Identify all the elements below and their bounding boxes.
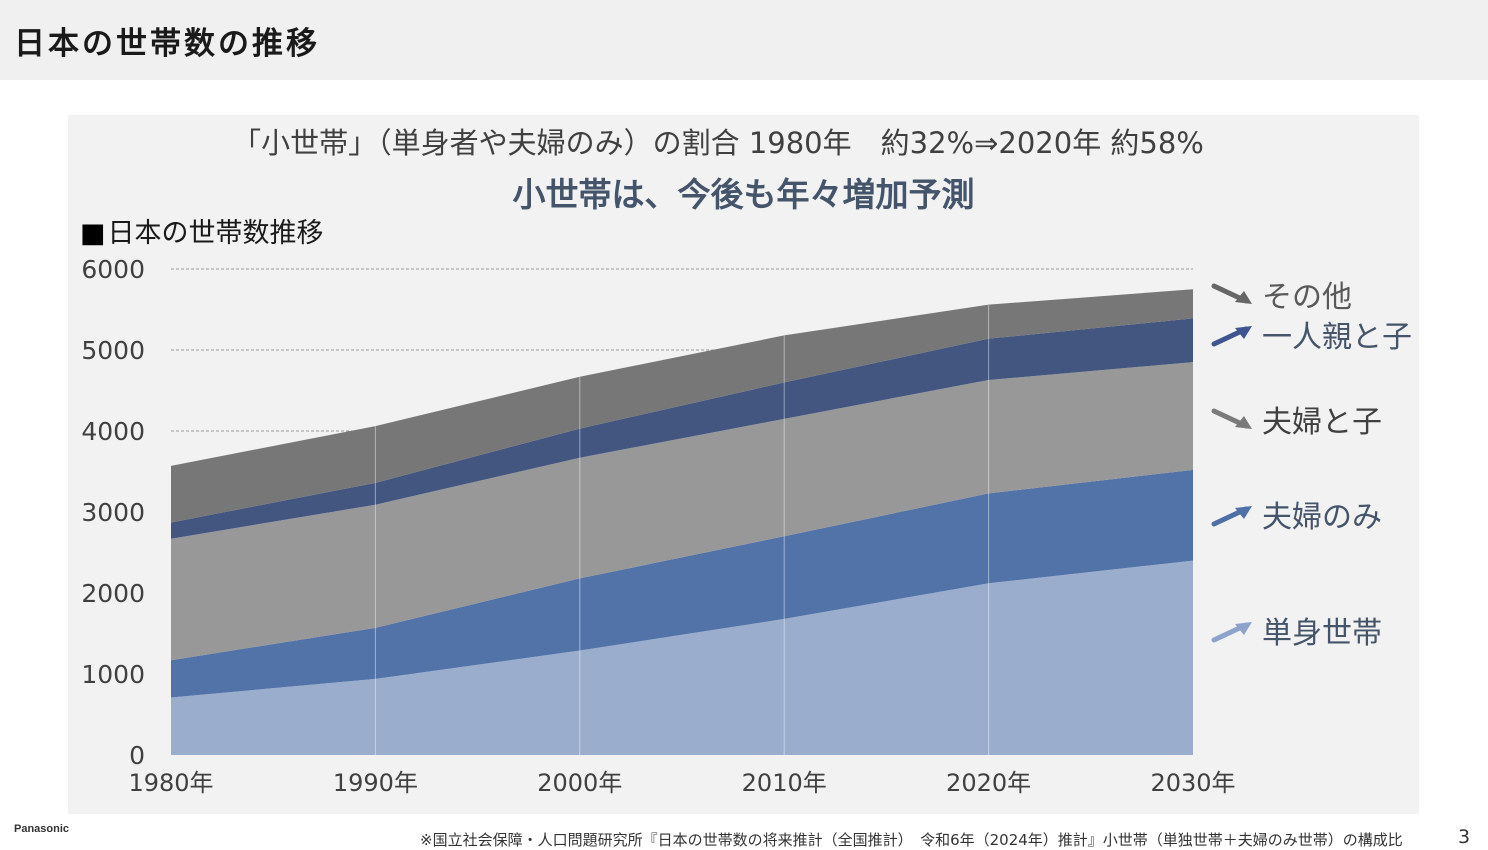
chart-label-square: ■ xyxy=(80,218,106,249)
legend-arrowhead xyxy=(1235,506,1252,519)
y-tick-label: 5000 xyxy=(81,336,145,365)
x-tick-label: 2030年 xyxy=(1150,769,1235,797)
x-tick-label: 1990年 xyxy=(333,769,418,797)
legend-arrowhead xyxy=(1235,416,1252,429)
slide-headline: 小世帯は、今後も年々増加予測 xyxy=(512,175,975,214)
y-tick-label: 2000 xyxy=(81,579,145,608)
page-title: 日本の世帯数の推移 xyxy=(14,26,320,62)
x-tick-label: 2020年 xyxy=(946,769,1031,797)
legend-label: その他 xyxy=(1262,280,1352,315)
legend-arrowhead xyxy=(1235,291,1252,304)
legend-label: 夫婦と子 xyxy=(1262,405,1382,440)
page-number: 3 xyxy=(1458,826,1471,848)
legend-label: 夫婦のみ xyxy=(1262,500,1382,535)
y-tick-label: 3000 xyxy=(81,498,145,527)
area-series xyxy=(171,469,1193,698)
x-tick-label: 2000年 xyxy=(537,769,622,797)
header-bar: 日本の世帯数の推移 xyxy=(0,0,1488,80)
legend-arrowhead xyxy=(1235,326,1252,339)
area-series xyxy=(171,318,1193,539)
y-tick-label: 4000 xyxy=(81,417,145,446)
area-series xyxy=(171,560,1193,755)
y-tick-label: 0 xyxy=(129,741,145,770)
slide-subtitle: 「小世帯」（単身者や夫婦のみ）の割合 1980年 約32%⇒2020年 約58% xyxy=(232,126,1204,160)
area-series xyxy=(171,362,1193,661)
legend-label: 単身世帯 xyxy=(1262,616,1382,651)
area-series xyxy=(171,289,1193,523)
legend-arrowhead xyxy=(1235,622,1252,635)
y-tick-label: 6000 xyxy=(81,255,145,284)
x-tick-label: 2010年 xyxy=(742,769,827,797)
source-note: ※国立社会保障・人口問題研究所『日本の世帯数の将来推計（全国推計） 令和6年（2… xyxy=(420,831,1403,849)
y-tick-label: 1000 xyxy=(81,660,145,689)
chart-label-text: 日本の世帯数推移 xyxy=(107,218,324,249)
x-tick-label: 1980年 xyxy=(128,769,213,797)
brand-logo: Panasonic xyxy=(14,823,70,835)
chart-label: ■日本の世帯数推移 xyxy=(80,211,324,250)
legend-label: 一人親と子 xyxy=(1262,320,1412,355)
